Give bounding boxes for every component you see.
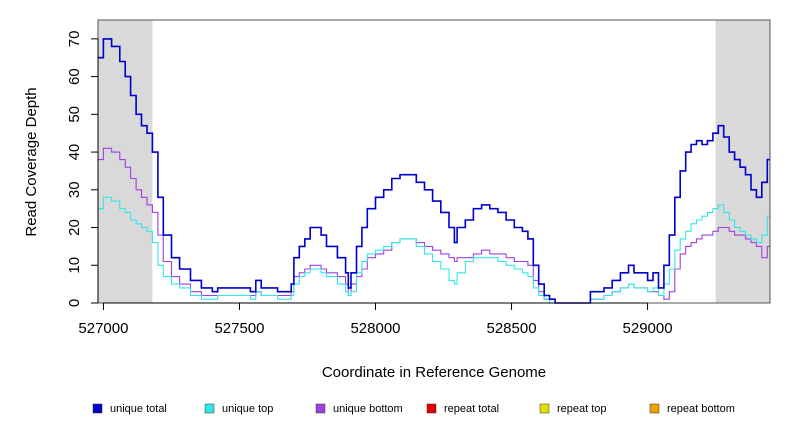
y-axis-title: Read Coverage Depth	[23, 87, 40, 236]
legend: unique total unique top unique bottom repea…	[92, 403, 735, 415]
y-tick-label-10: 10	[66, 257, 83, 274]
legend-item-unique-total: unique total	[92, 403, 167, 415]
legend-item-repeat-total: repeat total	[426, 403, 499, 415]
legend-label: repeat top	[557, 403, 607, 415]
legend-label: repeat total	[444, 403, 499, 415]
x-tick-label-528000: 528000	[350, 320, 400, 337]
series-layer	[98, 38, 770, 304]
y-axis: 0 10 20 30 40 50 60 70	[66, 31, 99, 307]
legend-swatch	[426, 403, 437, 414]
legend-swatch	[539, 403, 550, 414]
series-unique-top-line	[98, 196, 770, 304]
legend-label: repeat bottom	[667, 403, 735, 415]
x-tick-label-527000: 527000	[78, 320, 128, 337]
y-tick-label-60: 60	[66, 68, 83, 85]
y-tick-label-40: 40	[66, 144, 83, 161]
legend-swatch	[649, 403, 660, 414]
x-tick-label-528500: 528500	[487, 320, 537, 337]
legend-swatch	[204, 403, 215, 414]
legend-label: unique top	[222, 403, 273, 415]
x-axis-title: Coordinate in Reference Genome	[322, 364, 546, 381]
x-tick-label-527500: 527500	[214, 320, 264, 337]
x-axis: 527000 527500 528000 528500 529000	[78, 302, 673, 337]
y-tick-label-50: 50	[66, 106, 83, 123]
series-unique-total-line	[98, 38, 770, 304]
shaded-region-2	[715, 20, 770, 303]
legend-item-repeat-bottom: repeat bottom	[649, 403, 735, 415]
legend-swatch	[315, 403, 326, 414]
legend-item-unique-bottom: unique bottom	[315, 403, 403, 415]
y-tick-label-20: 20	[66, 219, 83, 236]
y-tick-label-0: 0	[66, 299, 83, 307]
y-tick-label-70: 70	[66, 31, 83, 48]
legend-item-repeat-top: repeat top	[539, 403, 607, 415]
series-unique-bottom-line	[98, 147, 770, 304]
legend-label: unique total	[110, 403, 167, 415]
x-tick-label-529000: 529000	[623, 320, 673, 337]
legend-swatch	[92, 403, 103, 414]
legend-item-unique-top: unique top	[204, 403, 273, 415]
legend-label: unique bottom	[333, 403, 403, 415]
y-tick-label-30: 30	[66, 181, 83, 198]
